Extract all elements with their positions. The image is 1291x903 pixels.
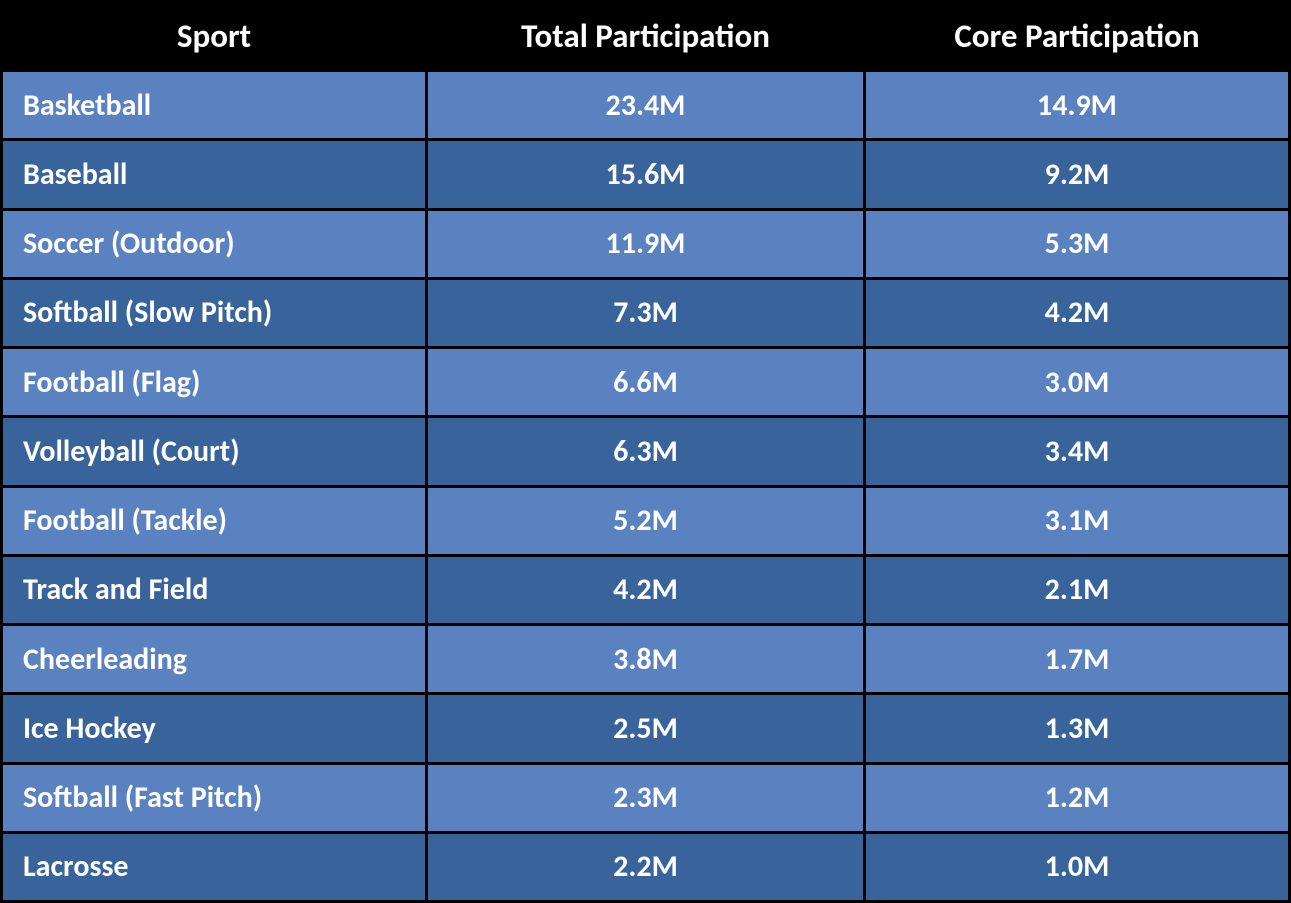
- table-row: Volleyball (Court) 6.3M 3.4M: [2, 417, 1290, 486]
- cell-total: 23.4M: [427, 71, 865, 140]
- cell-core: 4.2M: [864, 278, 1289, 347]
- cell-total: 11.9M: [427, 209, 865, 278]
- cell-core: 1.3M: [864, 694, 1289, 763]
- cell-sport: Cheerleading: [2, 625, 427, 694]
- table-row: Cheerleading 3.8M 1.7M: [2, 625, 1290, 694]
- table-row: Football (Tackle) 5.2M 3.1M: [2, 486, 1290, 555]
- cell-total: 6.6M: [427, 348, 865, 417]
- cell-total: 2.5M: [427, 694, 865, 763]
- cell-sport: Football (Flag): [2, 348, 427, 417]
- cell-core: 1.7M: [864, 625, 1289, 694]
- cell-total: 2.3M: [427, 763, 865, 832]
- table-row: Softball (Fast Pitch) 2.3M 1.2M: [2, 763, 1290, 832]
- sport-participation-table: Sport Total Participation Core Participa…: [0, 0, 1291, 903]
- cell-core: 3.4M: [864, 417, 1289, 486]
- column-header-total: Total Participation: [427, 2, 865, 71]
- cell-core: 9.2M: [864, 140, 1289, 209]
- cell-core: 14.9M: [864, 71, 1289, 140]
- cell-core: 1.0M: [864, 832, 1289, 901]
- cell-sport: Softball (Fast Pitch): [2, 763, 427, 832]
- sport-participation-table-container: Sport Total Participation Core Participa…: [0, 0, 1291, 903]
- table-row: Basketball 23.4M 14.9M: [2, 71, 1290, 140]
- table-row: Softball (Slow Pitch) 7.3M 4.2M: [2, 278, 1290, 347]
- cell-sport: Football (Tackle): [2, 486, 427, 555]
- cell-total: 15.6M: [427, 140, 865, 209]
- cell-total: 2.2M: [427, 832, 865, 901]
- cell-sport: Baseball: [2, 140, 427, 209]
- table-row: Lacrosse 2.2M 1.0M: [2, 832, 1290, 901]
- table-row: Football (Flag) 6.6M 3.0M: [2, 348, 1290, 417]
- table-row: Soccer (Outdoor) 11.9M 5.3M: [2, 209, 1290, 278]
- cell-sport: Volleyball (Court): [2, 417, 427, 486]
- table-row: Track and Field 4.2M 2.1M: [2, 555, 1290, 624]
- column-header-sport: Sport: [2, 2, 427, 71]
- table-row: Baseball 15.6M 9.2M: [2, 140, 1290, 209]
- table-row: Ice Hockey 2.5M 1.3M: [2, 694, 1290, 763]
- cell-core: 1.2M: [864, 763, 1289, 832]
- cell-core: 3.0M: [864, 348, 1289, 417]
- column-header-core: Core Participation: [864, 2, 1289, 71]
- cell-total: 5.2M: [427, 486, 865, 555]
- cell-sport: Softball (Slow Pitch): [2, 278, 427, 347]
- cell-sport: Basketball: [2, 71, 427, 140]
- cell-sport: Track and Field: [2, 555, 427, 624]
- cell-core: 2.1M: [864, 555, 1289, 624]
- cell-sport: Lacrosse: [2, 832, 427, 901]
- header-row: Sport Total Participation Core Participa…: [2, 2, 1290, 71]
- cell-core: 3.1M: [864, 486, 1289, 555]
- cell-total: 6.3M: [427, 417, 865, 486]
- cell-total: 7.3M: [427, 278, 865, 347]
- cell-core: 5.3M: [864, 209, 1289, 278]
- cell-total: 4.2M: [427, 555, 865, 624]
- cell-sport: Soccer (Outdoor): [2, 209, 427, 278]
- table-header: Sport Total Participation Core Participa…: [2, 2, 1290, 71]
- table-body: Basketball 23.4M 14.9M Baseball 15.6M 9.…: [2, 71, 1290, 902]
- cell-total: 3.8M: [427, 625, 865, 694]
- cell-sport: Ice Hockey: [2, 694, 427, 763]
